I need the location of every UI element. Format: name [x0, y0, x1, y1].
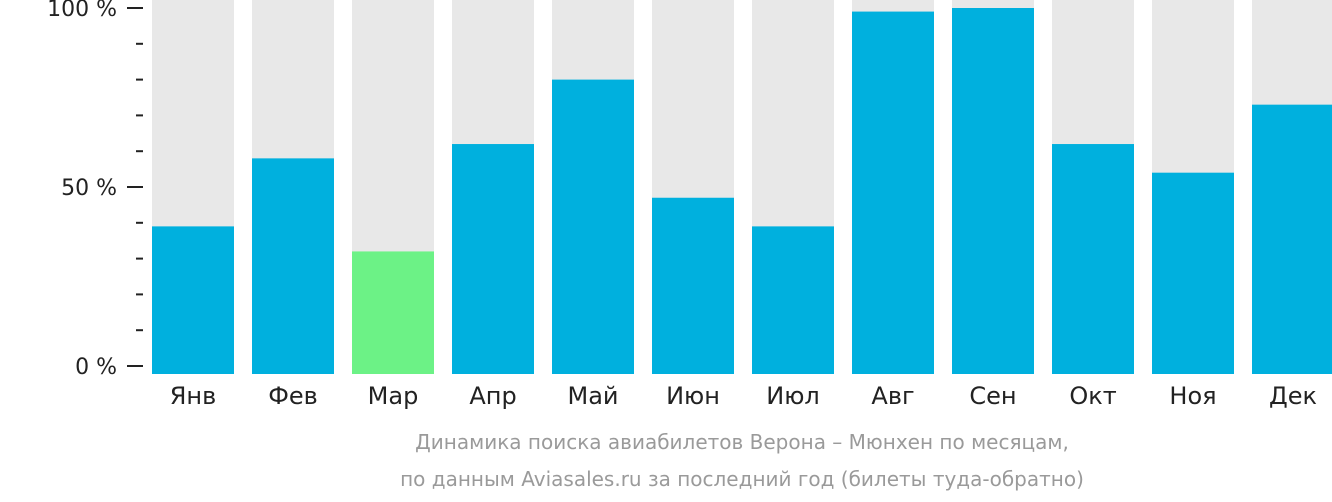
- chart-caption-line-1: Динамика поиска авиабилетов Верона – Мюн…: [415, 430, 1069, 454]
- x-tick-label: Авг: [871, 382, 914, 410]
- y-tick-label: 100 %: [47, 0, 117, 22]
- x-tick-label: Июл: [766, 382, 820, 410]
- bar: [752, 226, 834, 374]
- bar: [252, 158, 334, 374]
- x-tick-label: Сен: [969, 382, 1016, 410]
- x-tick-label: Ноя: [1169, 382, 1216, 410]
- bar: [1052, 144, 1134, 374]
- x-tick-label: Фев: [268, 382, 318, 410]
- bar: [1152, 172, 1234, 374]
- bar-chart: 0 % 50 % 100 % Янв Фев Мар Апр Май Июн Июл Авг Сен О…: [47, 0, 1332, 410]
- y-tick-label: 50 %: [61, 176, 117, 201]
- bar: [152, 226, 234, 374]
- bar: [452, 144, 534, 374]
- chart-caption-line-2: по данным Aviasales.ru за последний год …: [400, 467, 1084, 491]
- bar: [652, 197, 734, 374]
- bar: [552, 79, 634, 374]
- x-tick-label: Янв: [170, 382, 217, 410]
- x-tick-label: Июн: [666, 382, 720, 410]
- bar: [352, 251, 434, 374]
- x-tick-label: Май: [567, 382, 618, 410]
- x-tick-label: Мар: [368, 382, 419, 410]
- x-tick-label: Окт: [1069, 382, 1116, 410]
- x-tick-label: Апр: [469, 382, 516, 410]
- bar: [1252, 104, 1332, 374]
- x-tick-label: Дек: [1269, 382, 1317, 410]
- bar: [952, 8, 1034, 374]
- bar: [852, 11, 934, 375]
- y-tick-label: 0 %: [75, 355, 117, 380]
